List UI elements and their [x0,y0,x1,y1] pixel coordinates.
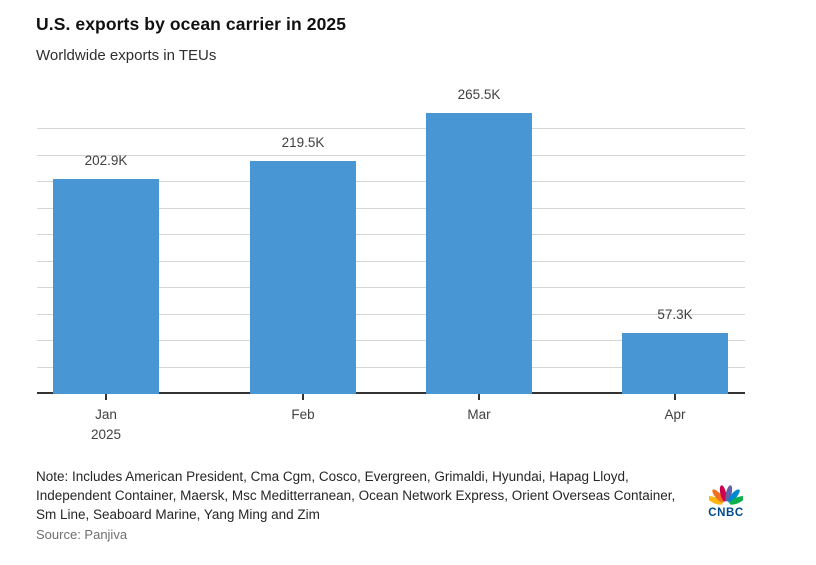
bar-value-label: 219.5K [281,135,325,151]
x-axis-labels: Jan 2025 Feb Mar Apr [37,394,745,454]
peacock-feather [709,496,723,505]
bar-apr [622,333,728,394]
cnbc-logo: CNBC [704,484,748,519]
gridline [37,313,745,315]
chart-subtitle: Worldwide exports in TEUs [36,47,217,64]
cnbc-wordmark: CNBC [708,507,744,519]
gridline [37,287,745,288]
gridline [37,260,745,262]
gridline [37,234,745,235]
x-tick-label-feb: Feb [291,407,315,422]
x-tick-label-jan: Jan 2025 [90,407,122,442]
bar-value-label: 265.5K [457,86,501,102]
plot-area: 202.9K 219.5K 265.5K 57.3K [37,87,745,394]
bar-mar [426,112,532,394]
gridline [37,366,745,368]
peacock-feather [729,496,743,505]
chart-source: Source: Panjiva [36,527,128,542]
gridline [37,340,745,341]
bar-chart: 202.9K 219.5K 265.5K 57.3K Jan 2025 Feb Mar Apr [37,87,745,454]
gridline [37,128,745,129]
chart-note: Note: Includes American President, Cma C… [36,469,676,522]
x-tick-label-mar: Mar [467,407,491,422]
peacock-feather [712,489,724,503]
bar-value-label: 202.9K [84,152,128,168]
peacock-feather [719,485,727,502]
bar-jan [53,178,159,394]
peacock-icon [709,485,743,505]
x-axis-tick [302,394,304,400]
x-axis-tick [105,394,107,400]
bar-value-label: 57.3K [657,307,693,323]
bar-feb [250,161,356,394]
gridline [37,207,745,209]
x-axis-tick [478,394,480,400]
x-tick-label-apr: Apr [664,407,686,422]
x-axis-line [37,392,745,394]
x-axis-tick [674,394,676,400]
chart-title: U.S. exports by ocean carrier in 2025 [36,14,347,34]
gridline [37,181,745,182]
peacock-feather [728,489,740,503]
gridline [37,154,745,156]
